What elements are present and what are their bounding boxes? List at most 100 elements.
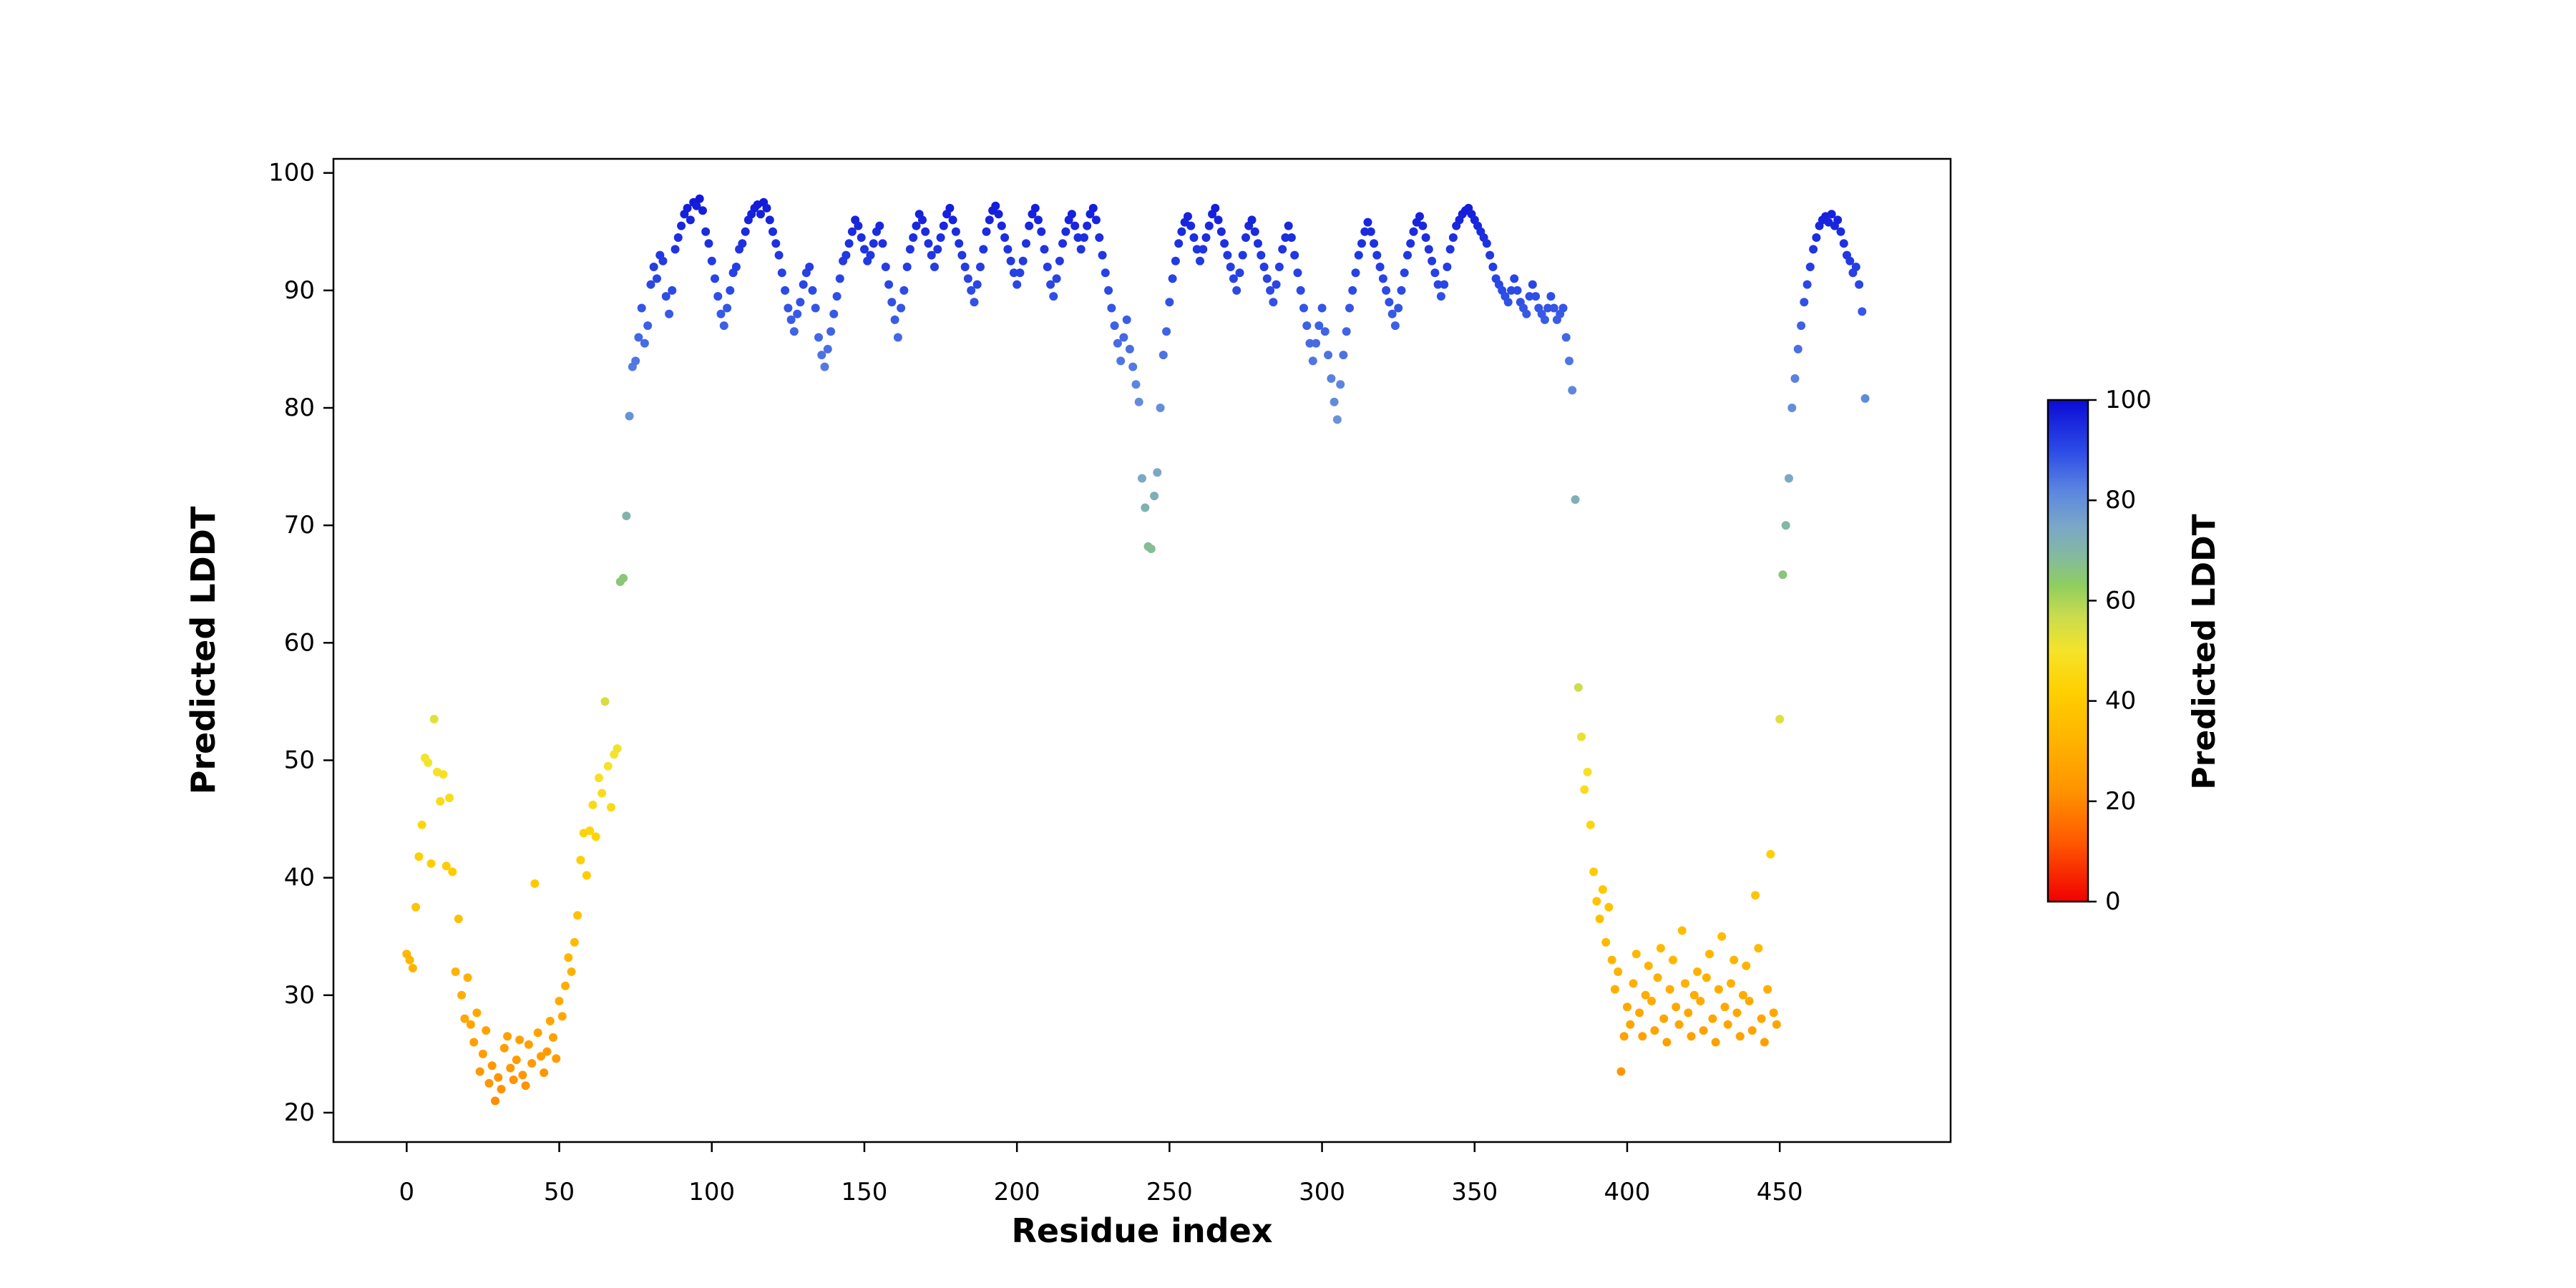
- scatter-point: [460, 1014, 469, 1023]
- scatter-point: [854, 221, 863, 230]
- scatter-point: [1052, 274, 1061, 283]
- scatter-point: [1717, 932, 1727, 941]
- scatter-point: [881, 263, 890, 271]
- scatter-point: [1196, 256, 1204, 265]
- y-tick-label: 30: [284, 981, 315, 1010]
- scatter-point: [765, 215, 774, 225]
- scatter-point: [1119, 333, 1128, 342]
- y-tick-label: 50: [284, 746, 315, 774]
- scatter-point: [494, 1073, 503, 1082]
- scatter-point: [408, 964, 417, 972]
- scatter-point: [1855, 280, 1864, 289]
- scatter-point: [869, 239, 878, 248]
- scatter-point: [1330, 397, 1339, 406]
- scatter-point: [457, 990, 467, 1000]
- scatter-point: [1058, 239, 1068, 248]
- colorbar-label: Predicted LDDT: [2186, 514, 2223, 789]
- scatter-point: [1754, 944, 1763, 953]
- scatter-point: [673, 233, 683, 242]
- scatter-point: [1080, 233, 1088, 242]
- scatter-point: [1543, 303, 1553, 313]
- scatter-point: [424, 758, 433, 767]
- scatter-point: [1778, 570, 1787, 580]
- x-tick-label: 50: [544, 1178, 575, 1206]
- scatter-point: [1672, 1002, 1681, 1012]
- scatter-point: [597, 789, 607, 798]
- scatter-point: [1095, 233, 1104, 242]
- colorbar-tick-label: 80: [2105, 486, 2136, 514]
- scatter-point: [1797, 321, 1806, 331]
- y-tick-label: 100: [268, 159, 315, 187]
- scatter-point: [1006, 256, 1015, 265]
- scatter-point: [1827, 210, 1836, 219]
- scatter-point: [1528, 280, 1537, 289]
- scatter-point: [701, 227, 711, 236]
- scatter-point: [448, 867, 457, 877]
- scatter-point: [1317, 303, 1327, 313]
- scatter-point: [1616, 1067, 1626, 1076]
- scatter-point: [1565, 356, 1574, 366]
- y-tick-label: 70: [284, 511, 315, 540]
- scatter-point: [1232, 286, 1241, 295]
- scatter-point: [1812, 233, 1821, 242]
- scatter-point: [463, 973, 472, 982]
- scatter-point: [1192, 245, 1201, 254]
- y-axis-label: Predicted LDDT: [184, 506, 223, 794]
- scatter-point: [796, 298, 805, 307]
- scatter-point: [1540, 315, 1549, 324]
- scatter-point: [1561, 333, 1571, 342]
- scatter-point: [1766, 849, 1775, 859]
- scatter-point: [1125, 344, 1134, 353]
- scatter-point: [1525, 292, 1534, 301]
- scatter-point: [658, 256, 668, 265]
- scatter-point: [1314, 321, 1324, 331]
- scatter-point: [1354, 250, 1363, 260]
- scatter-point: [955, 239, 964, 248]
- scatter-point: [1409, 227, 1418, 236]
- scatter-point: [1586, 820, 1595, 829]
- scatter-point: [1781, 521, 1790, 530]
- scatter-point: [1269, 298, 1278, 307]
- scatter-point: [1165, 298, 1174, 307]
- scatter-point: [1174, 239, 1184, 248]
- scatter-point: [1214, 215, 1223, 225]
- scatter-point: [1390, 321, 1400, 331]
- scatter-point: [576, 856, 585, 864]
- scatter-point: [1363, 218, 1372, 227]
- scatter-point: [1708, 1014, 1717, 1023]
- scatter-point: [1189, 233, 1199, 242]
- x-tick-label: 150: [841, 1178, 888, 1206]
- scatter-point: [835, 274, 844, 283]
- scatter-point: [1342, 327, 1351, 336]
- scatter-point: [1088, 203, 1098, 213]
- scatter-point: [957, 250, 967, 260]
- scatter-point: [823, 344, 832, 353]
- scatter-point: [1290, 250, 1299, 260]
- scatter-point: [1238, 250, 1247, 260]
- scatter-point: [1168, 274, 1177, 283]
- scatter-point: [1607, 955, 1616, 965]
- scatter-point: [936, 233, 945, 242]
- scatter-point: [897, 303, 906, 313]
- x-tick-label: 0: [399, 1178, 415, 1206]
- scatter-point: [1626, 1020, 1635, 1029]
- scatter-point: [1113, 338, 1122, 348]
- scatter-point: [860, 245, 869, 254]
- scatter-point: [726, 286, 735, 295]
- scatter-point: [1839, 239, 1848, 248]
- scatter-point: [441, 862, 451, 871]
- scatter-point: [762, 203, 771, 213]
- scatter-point: [711, 274, 719, 283]
- scatter-point: [1845, 256, 1855, 265]
- scatter-point: [1662, 1038, 1672, 1047]
- scatter-point: [436, 796, 445, 806]
- scatter-point: [991, 201, 1000, 210]
- colorbar-tick-label: 20: [2105, 787, 2136, 816]
- scatter-point: [1266, 286, 1275, 295]
- scatter-point: [844, 239, 854, 248]
- scatter-point: [567, 967, 576, 976]
- scatter-point: [832, 292, 841, 301]
- scatter-point: [1785, 474, 1793, 483]
- scatter-point: [982, 227, 991, 236]
